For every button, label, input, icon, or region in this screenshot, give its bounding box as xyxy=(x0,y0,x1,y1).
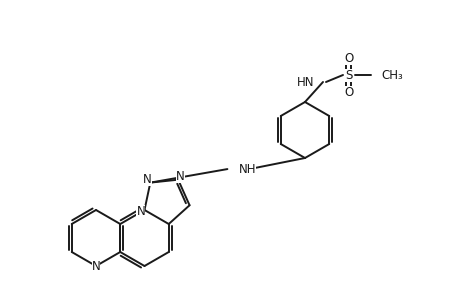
Text: NH: NH xyxy=(238,163,255,176)
Text: O: O xyxy=(344,52,353,64)
Text: N: N xyxy=(175,170,184,183)
Text: N: N xyxy=(136,205,145,218)
Text: N: N xyxy=(143,173,151,186)
Text: S: S xyxy=(345,68,352,82)
Text: CH₃: CH₃ xyxy=(380,68,402,82)
Text: O: O xyxy=(344,85,353,98)
Text: HN: HN xyxy=(296,76,313,88)
Text: N: N xyxy=(91,260,100,272)
